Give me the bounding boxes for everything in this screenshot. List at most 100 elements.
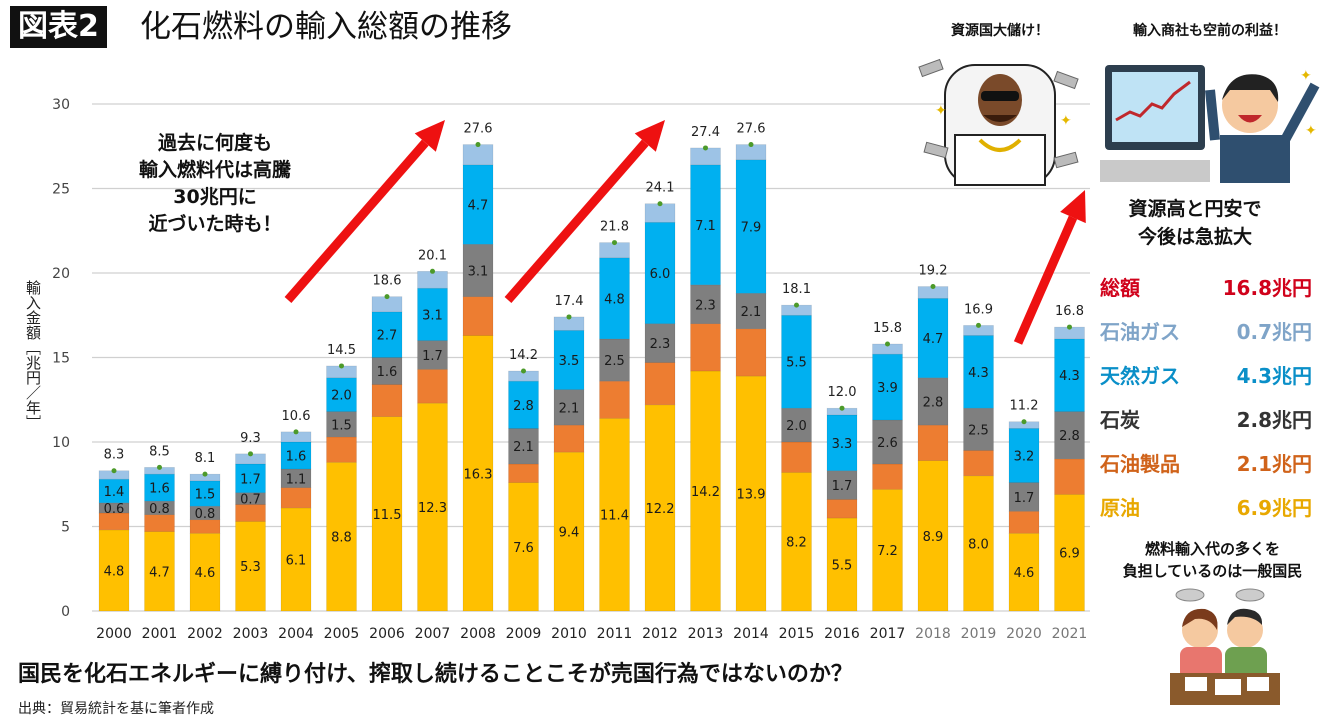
- y-tick-label: 30: [52, 97, 70, 113]
- total-label: 16.8: [1055, 304, 1084, 319]
- segment-label: 2.1: [559, 401, 580, 416]
- bar-segment: [917, 460, 949, 612]
- x-tick-label: 2014: [733, 626, 769, 642]
- total-label: 20.1: [418, 248, 447, 263]
- legend-value: 2.1兆円: [1236, 452, 1312, 476]
- segment-label: 2.5: [968, 423, 989, 438]
- total-label: 18.6: [373, 274, 402, 289]
- bar-segment: [553, 330, 585, 390]
- total-marker: [794, 302, 799, 308]
- x-tick-label: 2012: [642, 626, 678, 642]
- bar-segment: [189, 480, 221, 507]
- x-tick-label: 2019: [961, 626, 997, 642]
- bar-segment: [735, 292, 767, 330]
- total-label: 19.2: [919, 264, 948, 279]
- segment-label: 0.8: [149, 502, 170, 517]
- bottom-question: 国民を化石エネルギーに縛り付け、搾取し続けることこそが売国行為ではないのか？: [18, 662, 853, 687]
- bar-stack: 16.3 3.1 4.7 27.6: [462, 122, 494, 612]
- legend-value: 6.9兆円: [1236, 496, 1312, 520]
- bar-segment: [371, 311, 403, 358]
- segment-label: 5.3: [240, 560, 261, 575]
- total-marker: [566, 314, 572, 320]
- caption-trading-company: 輸入商社も空前の利益！: [1133, 23, 1287, 39]
- segment-label: 1.6: [286, 450, 307, 465]
- segment-label: 7.2: [877, 544, 898, 559]
- total-marker: [248, 451, 253, 457]
- x-tick-label: 2008: [460, 626, 496, 642]
- x-tick-label: 2020: [1006, 626, 1042, 642]
- segment-label: 4.7: [149, 565, 170, 580]
- bar-segment: [280, 441, 312, 470]
- oil-sheikh-illustration: ✦ ✦: [918, 58, 1079, 186]
- total-marker: [475, 142, 481, 148]
- total-marker: [202, 471, 208, 477]
- segment-label: 2.5: [604, 354, 625, 369]
- bar-stack: 4.8 0.6 1.4 8.3: [98, 448, 130, 612]
- bar-segment: [917, 298, 949, 379]
- segment-label: 1.7: [422, 349, 443, 364]
- bar-segment: [872, 419, 903, 465]
- x-tick-label: 2021: [1052, 626, 1088, 642]
- segment-label: 7.6: [513, 541, 534, 556]
- legend-value: 4.3兆円: [1236, 364, 1312, 388]
- segment-label: 9.4: [559, 526, 580, 541]
- total-label: 18.1: [782, 282, 811, 297]
- annotation-past-spike-line: 30兆円に: [173, 186, 257, 208]
- total-marker: [612, 240, 617, 246]
- total-label: 11.2: [1010, 399, 1039, 414]
- total-marker: [976, 322, 981, 328]
- segment-label: 4.6: [195, 566, 216, 581]
- legend-name: 石油製品: [1100, 452, 1180, 476]
- bar-segment: [963, 475, 994, 612]
- segment-label: 1.1: [286, 472, 307, 487]
- arrow-head: [414, 120, 445, 152]
- arrow-shaft: [284, 139, 429, 303]
- segment-label: 4.3: [968, 366, 989, 381]
- segment-label: 13.9: [737, 488, 766, 503]
- legend-entry: 石油ガス 0.7兆円: [1100, 316, 1312, 345]
- bar-stack: 6.9 2.8 4.3 16.8: [1054, 304, 1085, 612]
- segment-label: 4.6: [1014, 566, 1035, 581]
- bar-segment: [189, 532, 221, 612]
- segment-label: 2.7: [377, 329, 398, 344]
- total-marker: [839, 405, 845, 411]
- segment-label: 0.8: [195, 507, 216, 522]
- bar-stack: 8.9 2.8 4.7 19.2: [917, 264, 949, 612]
- total-label: 10.6: [282, 409, 311, 424]
- x-tick-label: 2003: [233, 626, 269, 642]
- bar-segment: [599, 418, 630, 612]
- segment-label: 4.3: [1059, 369, 1080, 384]
- trend-arrow: [1013, 190, 1086, 345]
- segment-label: 7.9: [741, 221, 762, 236]
- bar-segment: [508, 380, 539, 429]
- bar-segment: [599, 257, 630, 340]
- bar-segment: [417, 271, 448, 289]
- bar-segment: [462, 164, 494, 245]
- total-marker: [748, 142, 754, 148]
- bar-segment: [826, 517, 858, 612]
- bar-segment: [462, 144, 494, 166]
- total-marker: [339, 363, 344, 369]
- trader-illustration: ✦ ✦: [1100, 65, 1320, 183]
- segment-label: 4.7: [468, 199, 489, 214]
- source-note: 出典：貿易統計を基に筆者作成: [18, 701, 214, 717]
- segment-label: 2.8: [923, 395, 944, 410]
- bar-segment: [644, 323, 676, 363]
- segment-label: 1.5: [195, 488, 216, 503]
- segment-label: 2.0: [786, 419, 807, 434]
- legend-name: 天然ガス: [1100, 364, 1180, 388]
- segment-label: 2.3: [650, 337, 671, 352]
- total-marker: [1067, 324, 1072, 330]
- total-marker: [930, 284, 936, 290]
- bar-segment: [508, 428, 539, 465]
- segment-label: 3.1: [422, 308, 443, 323]
- total-label: 24.1: [646, 181, 675, 196]
- figure-badge: 図表2: [10, 6, 107, 48]
- segment-label: 4.7: [923, 332, 944, 347]
- total-label: 21.8: [600, 220, 629, 235]
- bar-stack: 4.7 0.8 1.6 8.5: [144, 444, 175, 612]
- bar-segment: [963, 450, 994, 477]
- total-marker: [111, 468, 117, 474]
- bar-segment: [872, 353, 903, 421]
- bar-stack: 7.2 2.6 3.9 15.8: [872, 321, 903, 612]
